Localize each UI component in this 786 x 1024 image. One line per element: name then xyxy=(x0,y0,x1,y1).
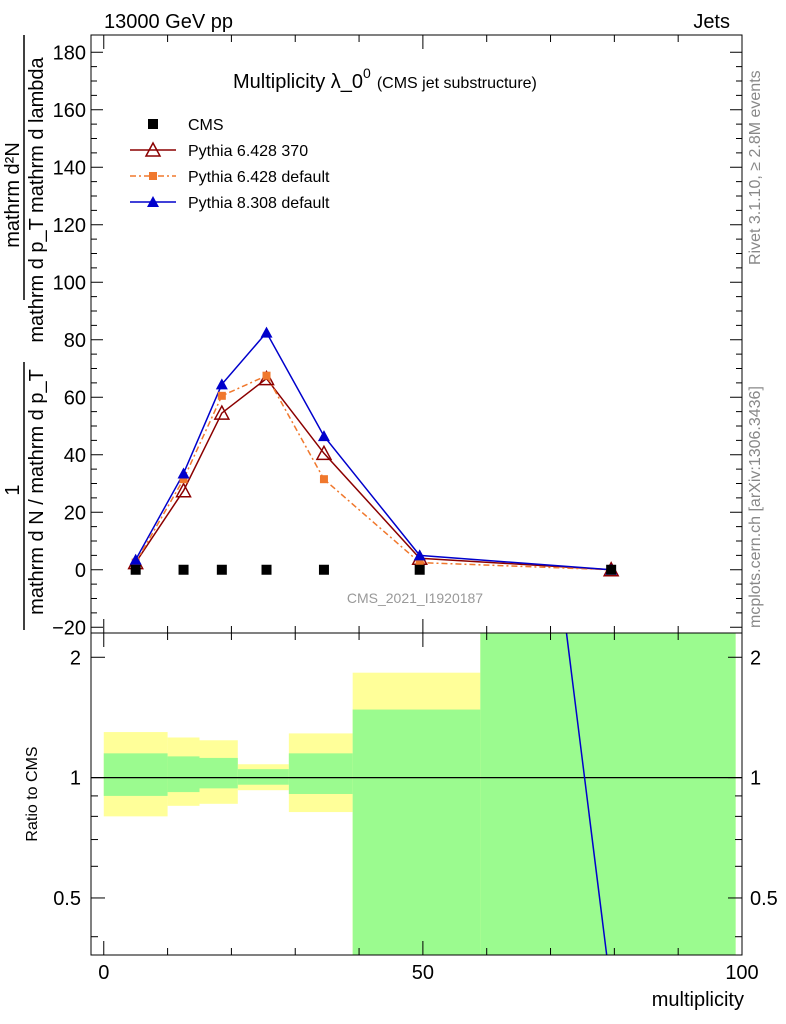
main-panel: −20 0 20 40 60 80 100 120 140 160 180 Multiplicity… xyxy=(52,34,743,639)
legend-marker xyxy=(148,119,158,129)
ratio-ytick-label: 2 xyxy=(70,647,81,669)
ratio-bands xyxy=(91,633,742,955)
series-2-point xyxy=(217,391,226,400)
xtick-label: 100 xyxy=(725,962,758,984)
ratio-ytick-label-right: 0.5 xyxy=(750,888,778,910)
watermark: CMS_2021_I1920187 xyxy=(347,590,483,606)
series-3-point xyxy=(129,553,142,565)
series-3-point xyxy=(317,430,330,442)
legend-label: Pythia 6.428 370 xyxy=(188,143,308,160)
legend-marker xyxy=(149,172,157,180)
legend-label: CMS xyxy=(188,117,224,134)
main-ytick-label: 180 xyxy=(53,42,86,64)
main-ytick-label: 20 xyxy=(64,502,86,524)
main-ytick-label: 60 xyxy=(64,387,86,409)
ylabel-prefix-num: 1 xyxy=(2,484,24,495)
ratio-ytick-label: 1 xyxy=(70,768,81,790)
series-0-point xyxy=(261,564,272,575)
series-3-point xyxy=(177,467,190,479)
chart-title: Multiplicity λ_00 (CMS jet substructure) xyxy=(233,65,537,93)
main-ytick-label: −20 xyxy=(52,617,86,639)
ratio-band-inner xyxy=(352,709,481,955)
rivet-label: Rivet 3.1.10, ≥ 2.8M events xyxy=(747,70,764,265)
legend-label: Pythia 6.428 default xyxy=(188,169,330,186)
series-2-point xyxy=(179,475,188,484)
ratio-band-inner xyxy=(288,753,353,794)
main-ytick-label: 120 xyxy=(53,215,86,237)
main-series xyxy=(127,326,620,577)
series-0-point xyxy=(318,564,329,575)
series-3-point xyxy=(260,326,273,338)
ratio-frame xyxy=(90,632,743,956)
series-1-line xyxy=(135,377,612,571)
xtick-label: 50 xyxy=(412,962,434,984)
series-0-point xyxy=(414,564,425,575)
ylabel-numerator: mathrm d²N xyxy=(2,142,24,248)
ratio-band-inner xyxy=(480,633,736,955)
ratio-ticks: 0.5 0.5 1 1 2 2 0 50 100 xyxy=(53,633,778,984)
series-1-point xyxy=(315,444,333,461)
xtick-label: 0 xyxy=(98,962,109,984)
ratio-band-inner xyxy=(167,756,200,793)
series-0-point xyxy=(216,564,227,575)
ratio-ylabel: Ratio to CMS xyxy=(24,746,41,841)
mcplots-label: mcplots.cern.ch [arXiv:1306.3436] xyxy=(747,386,764,628)
main-ticks: −20 0 20 40 60 80 100 120 140 160 180 xyxy=(52,35,743,639)
ratio-series xyxy=(565,632,608,956)
ylabel-denominator: mathrm d p_T mathrm d lambda xyxy=(26,56,48,342)
series-0-point xyxy=(178,564,189,575)
ratio-band-inner xyxy=(199,757,238,789)
series-2-point xyxy=(415,558,424,567)
series-3-point xyxy=(413,549,426,561)
x-axis-label: multiplicity xyxy=(652,989,744,1011)
ratio-panel: 0.5 0.5 1 1 2 2 0 50 100 xyxy=(53,632,778,984)
main-ytick-label: 80 xyxy=(64,330,86,352)
series-0-point xyxy=(606,564,617,575)
series-2-line xyxy=(135,374,612,571)
header-right: Jets xyxy=(693,11,730,33)
ratio-band-inner xyxy=(237,769,289,785)
series-2-point xyxy=(262,371,271,380)
legend-marker xyxy=(144,141,162,157)
series-0-point xyxy=(130,564,141,575)
main-ytick-label: 0 xyxy=(75,560,86,582)
main-ylabel: 1 mathrm d N / mathrm d p_T mathrm d²N m… xyxy=(2,35,48,630)
main-ytick-label: 140 xyxy=(53,157,86,179)
main-ytick-label: 40 xyxy=(64,445,86,467)
main-ytick-label: 100 xyxy=(53,272,86,294)
ratio-band-inner xyxy=(103,753,168,796)
ratio-ytick-label-right: 2 xyxy=(750,647,761,669)
legend-marker xyxy=(147,196,159,207)
chart-title-sup: 0 xyxy=(363,65,371,81)
ratio-ytick-label: 0.5 xyxy=(53,888,81,910)
legend: CMS Pythia 6.428 370 Pythia 6.428 default P… xyxy=(130,117,330,212)
ratio-series-0-line xyxy=(565,632,608,956)
chart-title-main: Multiplicity λ_0 xyxy=(233,71,363,93)
legend-label: Pythia 8.308 default xyxy=(188,195,330,212)
ylabel-prefix-den: mathrm d N / mathrm d p_T xyxy=(26,369,48,615)
series-2-point xyxy=(319,475,328,484)
series-3-point xyxy=(215,378,228,390)
ratio-ytick-label-right: 1 xyxy=(750,768,761,790)
series-1-point xyxy=(175,482,192,498)
main-ytick-label: 160 xyxy=(53,100,86,122)
series-3-line xyxy=(135,331,612,571)
header-left: 13000 GeV pp xyxy=(104,11,233,33)
series-1-point xyxy=(213,404,231,420)
chart-subtitle: (CMS jet substructure) xyxy=(377,75,537,92)
